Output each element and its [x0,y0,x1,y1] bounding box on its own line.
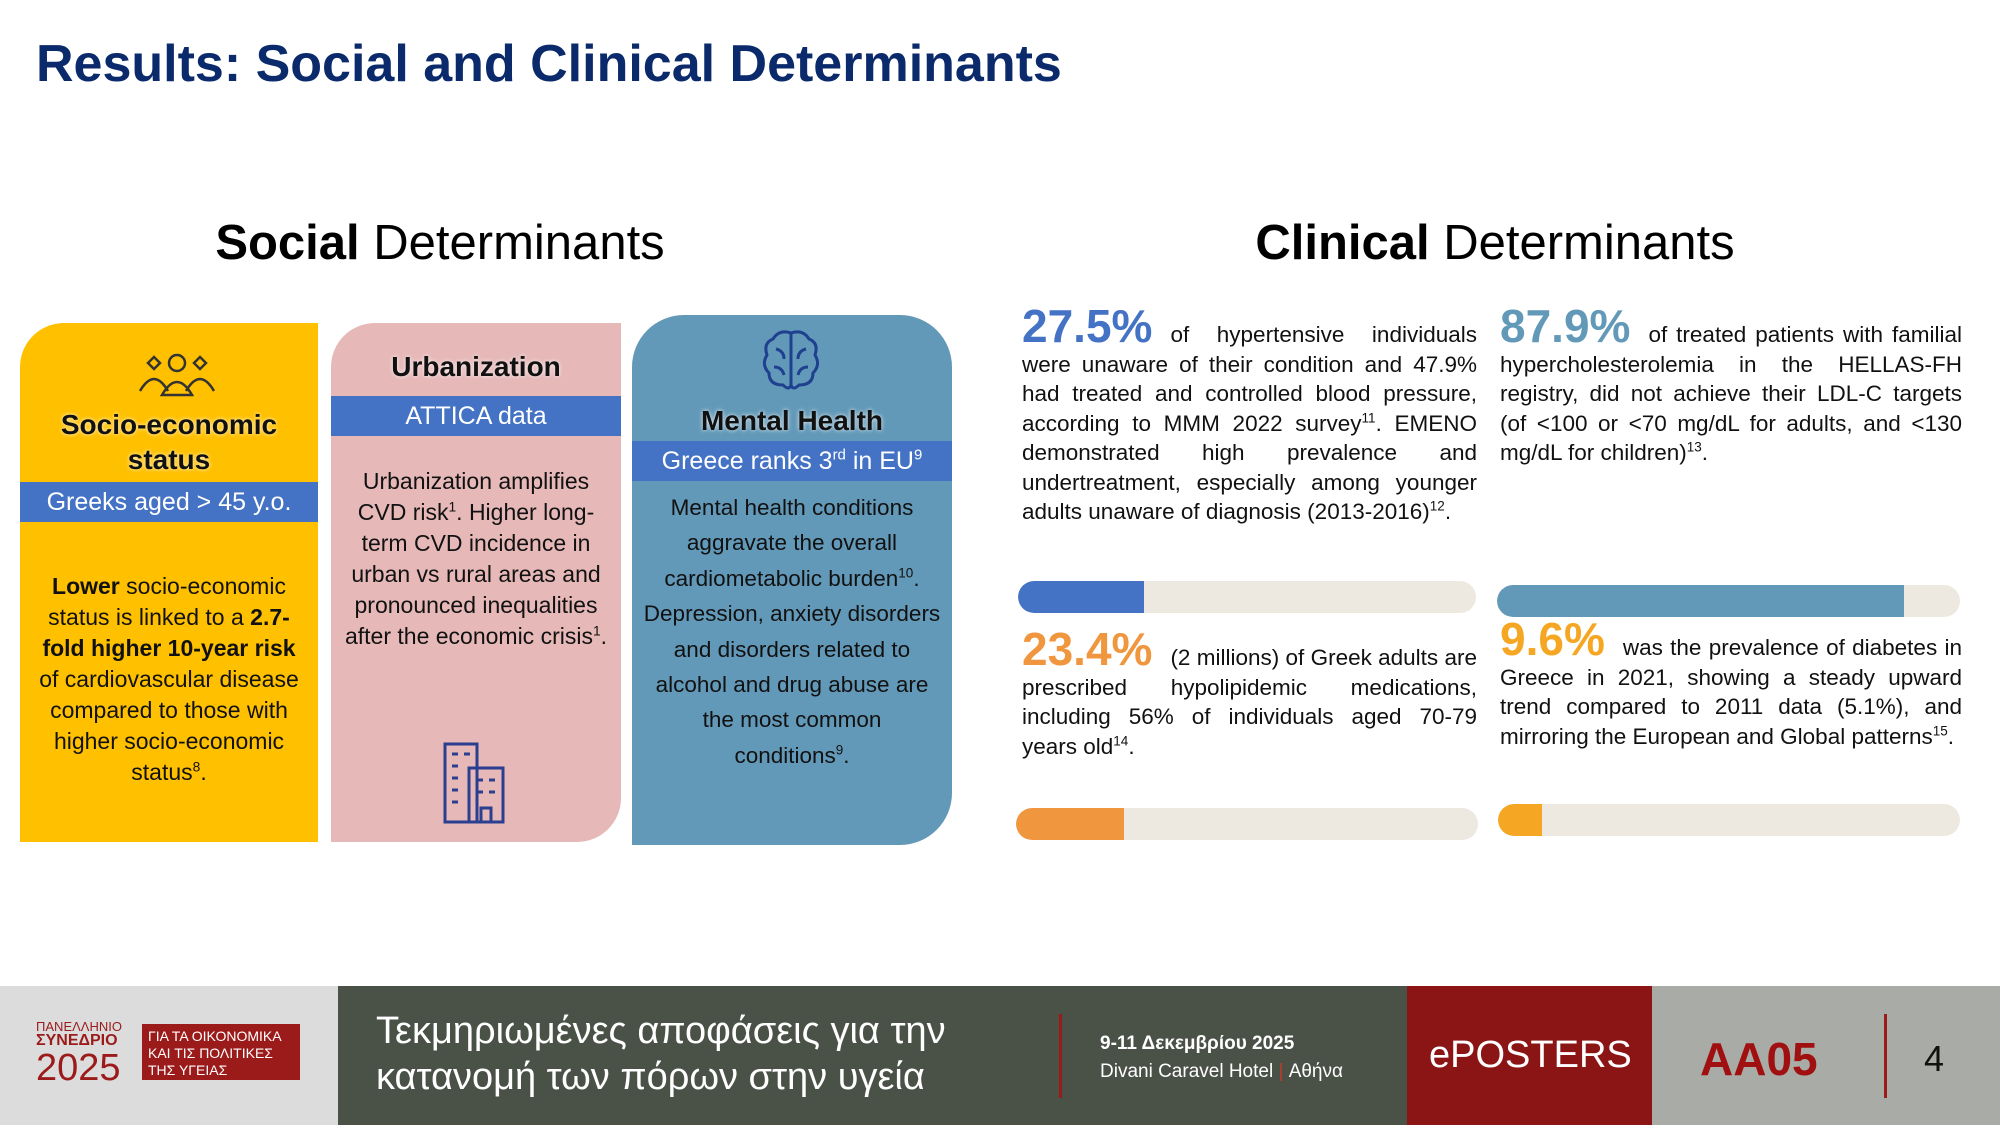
theme-line: ΓΙΑ ΤΑ ΟΙΚΟΝΟΜΙΚΑ [148,1028,282,1044]
card: Mental Health Greece ranks 3rd in EU9 Me… [632,315,952,845]
clinical-item: 23.4% (2 millions) of Greek adults are pr… [1022,626,1477,761]
people-icon [138,353,216,397]
text-run: was the prevalence of diabetes in Greece… [1500,635,1962,749]
venue: Divani Caravel Hotel [1100,1061,1274,1082]
building-icon [443,742,505,824]
text-run: (2 millions) of Greek adults are prescri… [1022,645,1477,759]
event-info: 9-11 Δεκεμβρίου 2025 Divani Caravel Hote… [1100,1030,1343,1086]
percentage: 23.4% [1022,623,1153,675]
text-run: 1 [448,499,457,515]
footer-code: AA05 4 [1652,986,2000,1125]
footer-logo: ΠΑΝΕΛΛΗΝΙΟ ΣΥΝΕΔΡΙΟ 2025 ΓΙΑ ΤΑ ΟΙΚΟΝΟΜΙ… [0,986,338,1125]
text-run: . [1128,733,1135,759]
text-run: Urbanization amplifies CVD risk [357,468,590,525]
text-run: 9 [914,446,923,464]
text-run: . [1947,723,1955,749]
text-run: Greece ranks 3 [661,447,833,475]
text-run: 15 [1932,723,1948,738]
theme-line: ΚΑΙ ΤΙΣ ΠΟΛΙΤΙΚΕΣ [148,1045,273,1061]
progress-track [1497,585,1960,617]
text-run: 12 [1429,498,1445,514]
card: Urbanization ATTICA data Urbanization am… [331,323,621,842]
tagline-line: Τεκμηριωμένες αποφάσεις για την [376,1010,946,1052]
text-run: socio-economic status is linked to a [48,573,286,630]
card-title: Mental Health [700,405,884,436]
footer-main: Τεκμηριωμένες αποφάσεις για την κατανομή… [338,986,1407,1125]
text-run: of cardiovascular disease compared to th… [39,666,299,785]
section-heading: Clinical Determinants [1145,215,1845,271]
text-run: of hypertensive individuals were unaware… [1022,322,1477,436]
congress-year: 2025 [36,1047,121,1089]
card-band: Greeks aged > 45 y.o. [20,482,318,522]
text-run: in EU [845,447,914,475]
card-band: ATTICA data [331,396,621,436]
poster-code: AA05 [1700,1033,1818,1085]
card-title: Urbanization [391,351,561,382]
divider [1884,1014,1887,1098]
city: Αθήνα [1288,1061,1343,1082]
congress: ΠΑΝΕΛΛΗΝΙΟ ΣΥΝΕΔΡΙΟ 2025 [36,1019,122,1089]
text-run: 13 [1686,439,1702,455]
text-run: ATTICA data [405,402,547,430]
clinical-item: 87.9% of treated patients with familial h… [1500,303,1962,468]
text-run: 8 [192,759,201,775]
eposters: ePOSTERS [1429,1034,1632,1076]
text-run: 11 [1361,410,1376,425]
slide-title: Results: Social and Clinical Determinant… [36,35,1062,93]
tagline-line: κατανομή των πόρων στην υγεία [376,1056,925,1098]
text-run: 14 [1113,733,1129,748]
progress-fill [1016,808,1125,840]
brain-icon [762,330,820,390]
text-run: Determinants [359,216,665,270]
text-run: Lower [52,573,120,599]
footer-eposters: ePOSTERS [1407,986,1652,1125]
date: 9-11 Δεκεμβρίου 2025 [1100,1033,1295,1054]
text-run: . Higher long-term CVD incidence in urba… [344,499,601,649]
progress-fill [1498,804,1543,836]
text-run: . [200,759,207,785]
card: Socio-economic status Greeks aged > 45 y… [20,323,318,842]
text-run: Clinical [1255,216,1430,270]
text-run: . Depression, anxiety disorders and diso… [643,565,941,768]
percentage: 9.6% [1500,613,1605,665]
text-run: . [1701,440,1709,465]
congress-line: ΣΥΝΕΔΡΙΟ [36,1032,118,1049]
text-run: Mental health conditions aggravate the o… [664,495,914,591]
text-run: Determinants [1429,216,1735,270]
card-body: Mental health conditions aggravate the o… [642,490,942,773]
progress-track [1498,804,1960,836]
text-run: 9 [835,742,844,758]
congress-line: ΠΑΝΕΛΛΗΝΙΟ [36,1019,122,1034]
theme: ΓΙΑ ΤΑ ΟΙΚΟΝΟΜΙΚΑ ΚΑΙ ΤΙΣ ΠΟΛΙΤΙΚΕΣ ΤΗΣ … [142,1024,300,1080]
page-number: 4 [1924,1038,1945,1079]
text-run: Social [215,216,360,270]
card-title: Socio-economic status [60,409,278,475]
divider [1059,1014,1062,1098]
text-run: rd [832,446,846,464]
text-run: 1 [592,623,601,639]
text-run: Greeks aged > 45 y.o. [46,488,292,516]
card-body: Urbanization amplifies CVD risk1. Higher… [341,466,611,652]
tagline: Τεκμηριωμένες αποφάσεις για την κατανομή… [376,1008,946,1100]
clinical-item: 27.5% of hypertensive individuals were un… [1022,303,1477,527]
text-run: . [1444,499,1452,524]
section-heading: Social Determinants [90,215,790,271]
progress-track [1018,581,1476,613]
theme-line: ΤΗΣ ΥΓΕΙΑΣ [148,1062,228,1078]
text-run: . [600,623,608,649]
progress-fill [1497,585,1904,617]
percentage: 27.5% [1022,300,1153,352]
text-run: 2.7-fold higher 10-year risk [42,604,296,661]
text-run: 10 [898,565,914,581]
card-body: Lower socio-economic status is linked to… [30,571,308,788]
card-band: Greece ranks 3rd in EU9 [632,441,952,481]
clinical-item: 9.6% was the prevalence of diabetes in Gr… [1500,616,1962,751]
text-run: of treated patients with familial hyperc… [1500,322,1962,465]
progress-fill [1018,581,1144,613]
text-run: . EMENO demonstrated high prevalence and… [1022,410,1477,525]
progress-track [1016,808,1478,840]
percentage: 87.9% [1500,300,1631,352]
text-run: . [843,742,850,768]
